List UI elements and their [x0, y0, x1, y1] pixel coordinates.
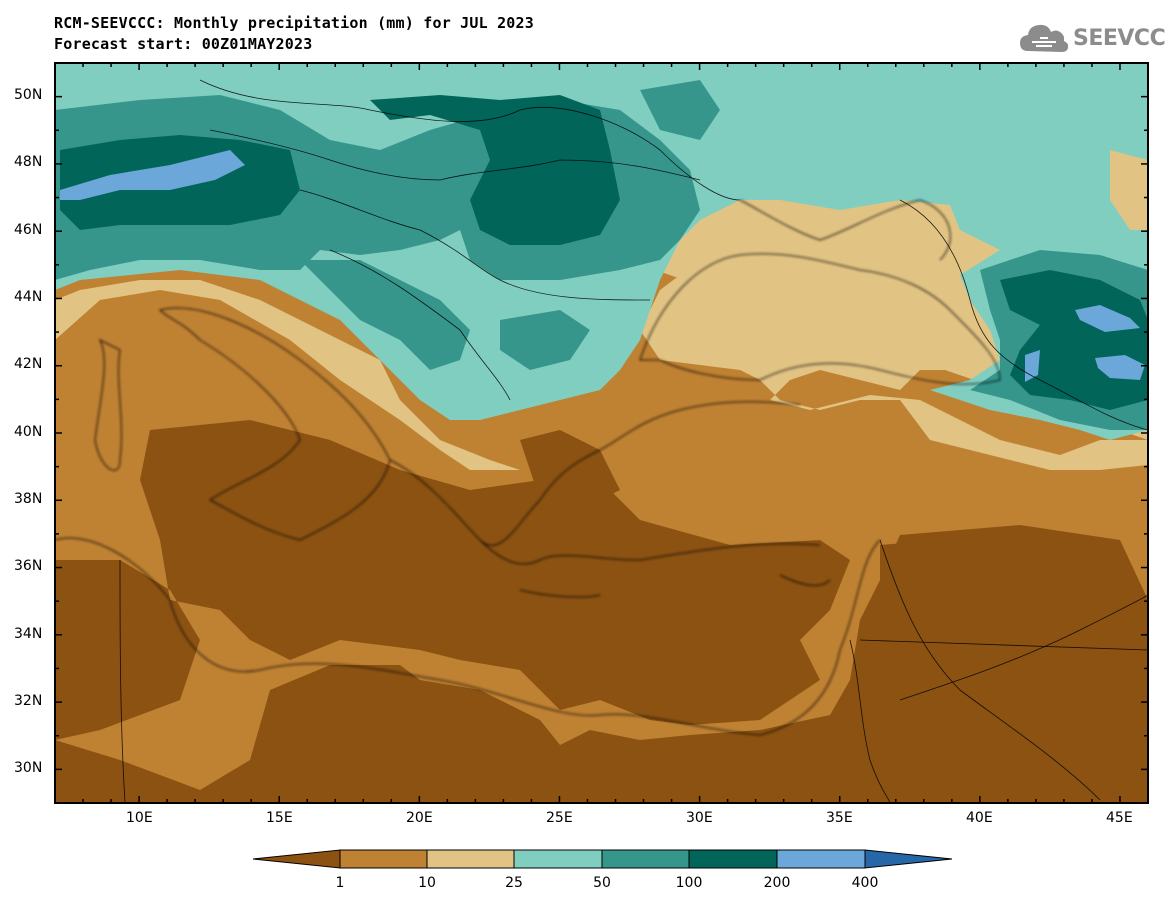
lon-label: 20E — [406, 810, 433, 826]
lon-label: 40E — [966, 810, 993, 826]
map-title: RCM-SEEVCCC: Monthly precipitation (mm) … — [54, 14, 534, 32]
lat-label: 32N — [14, 693, 43, 709]
lat-label: 46N — [14, 222, 43, 238]
shade-200-400 — [60, 150, 1145, 382]
lon-label: 10E — [126, 810, 153, 826]
logo-text: SEEVCCC — [1073, 25, 1165, 51]
lat-label: 38N — [14, 491, 43, 507]
shade-lt1-lows — [55, 420, 1148, 803]
lat-label: 30N — [14, 760, 43, 776]
lat-label: 40N — [14, 424, 43, 440]
forecast-start: Forecast start: 00Z01MAY2023 — [54, 35, 313, 53]
colorbar-label: 10 — [418, 875, 436, 891]
lat-label: 42N — [14, 356, 43, 372]
colorbar — [252, 849, 953, 869]
colorbar-label: 1 — [335, 875, 345, 891]
colorbar-swatch — [513, 849, 603, 869]
colorbar-swatch — [339, 849, 428, 869]
lon-label: 35E — [826, 810, 853, 826]
lon-label: 45E — [1106, 810, 1133, 826]
lon-label: 15E — [266, 810, 293, 826]
tick-marks — [54, 62, 1149, 804]
lat-label: 36N — [14, 558, 43, 574]
colorbar-swatch — [601, 849, 690, 869]
shade-100-200 — [60, 95, 1148, 410]
colorbar-label: 400 — [851, 875, 879, 891]
cloud-icon — [1020, 24, 1069, 52]
coastlines — [55, 199, 1001, 736]
colorbar-right-arrow — [864, 849, 953, 869]
lat-label: 34N — [14, 626, 43, 642]
colorbar-label: 50 — [593, 875, 611, 891]
lat-label: 48N — [14, 154, 43, 170]
colorbar-left-arrow — [252, 849, 341, 869]
borders — [119, 79, 1148, 803]
colorbar-swatch — [776, 849, 866, 869]
shade-50-100 — [55, 80, 1148, 430]
colorbar-swatch — [688, 849, 778, 869]
colorbar-label: 100 — [675, 875, 703, 891]
lat-label: 44N — [14, 289, 43, 305]
colorbar-label: 200 — [763, 875, 791, 891]
colorbar-label: 25 — [505, 875, 523, 891]
lon-label: 25E — [546, 810, 573, 826]
lat-label: 50N — [14, 87, 43, 103]
colorbar-swatch — [426, 849, 515, 869]
lon-label: 30E — [686, 810, 713, 826]
logo: SEEVCCC — [1018, 20, 1165, 56]
